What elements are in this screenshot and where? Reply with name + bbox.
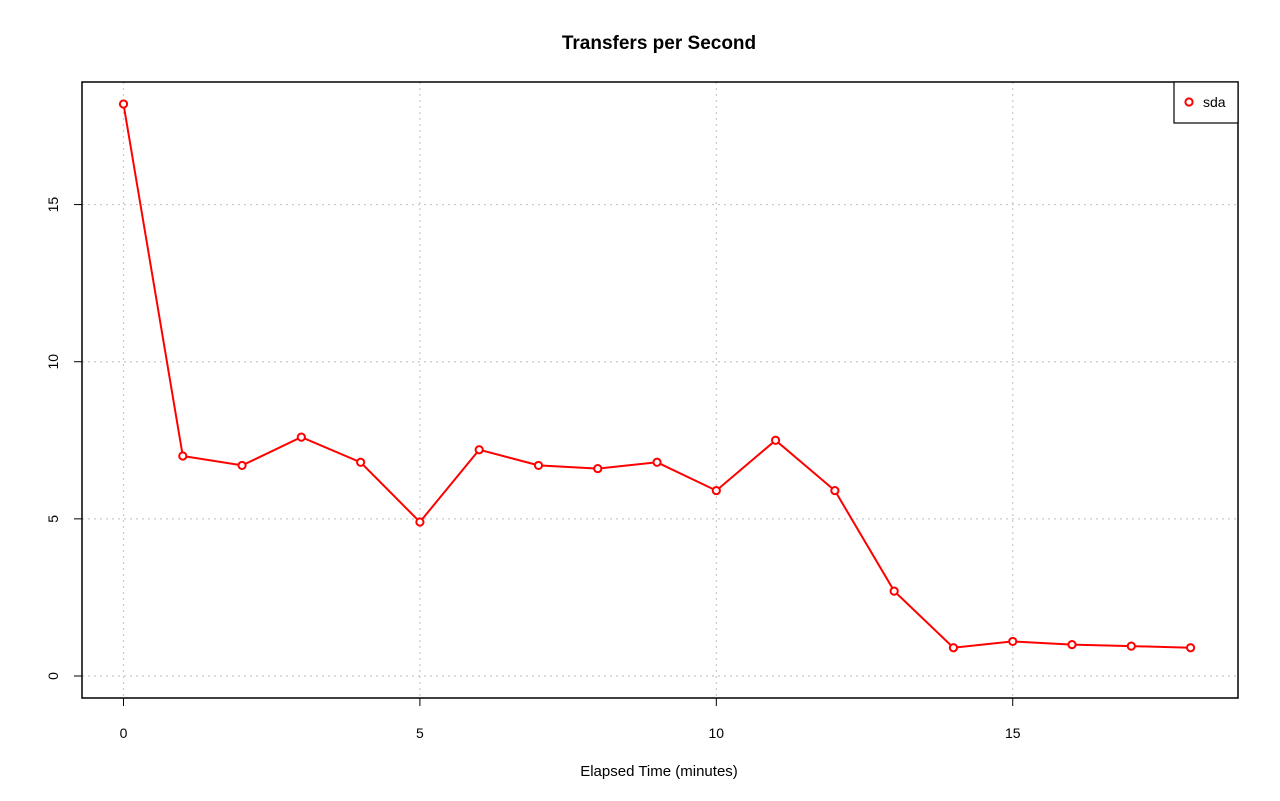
x-axis-label: Elapsed Time (minutes) — [580, 763, 738, 780]
data-point — [771, 435, 781, 445]
data-point — [533, 460, 544, 471]
y-tick-label: 15 — [45, 197, 61, 213]
grid — [82, 82, 1238, 698]
data-point — [711, 485, 721, 496]
data-point — [652, 457, 662, 467]
data-point — [1008, 636, 1018, 647]
x-tick-label: 10 — [709, 725, 725, 741]
legend-label: sda — [1203, 94, 1226, 110]
series-line-sda — [122, 103, 1191, 649]
chart-title: Transfers per Second — [562, 33, 756, 54]
data-point — [415, 517, 425, 527]
y-axis: 0 5 10 15 — [45, 197, 82, 680]
legend: sda — [1173, 81, 1239, 124]
y-tick-label: 0 — [45, 672, 61, 680]
data-point — [1185, 643, 1196, 653]
data-point — [830, 485, 840, 496]
data-point — [1067, 639, 1077, 650]
data-point — [356, 457, 366, 467]
legend-marker — [1184, 97, 1194, 107]
x-tick-label: 5 — [416, 725, 424, 741]
data-point — [237, 460, 247, 471]
y-tick-label: 10 — [45, 354, 61, 370]
plot-border — [81, 81, 1239, 699]
data-point — [118, 99, 129, 109]
x-tick-label: 0 — [120, 725, 128, 741]
series-layer — [118, 99, 1196, 653]
x-tick-label: 15 — [1005, 725, 1021, 741]
data-point — [948, 643, 959, 653]
data-point — [889, 586, 899, 596]
data-point — [593, 463, 603, 474]
x-axis: 0 5 10 15 — [120, 698, 1021, 741]
data-point — [474, 445, 484, 455]
data-point — [296, 432, 306, 442]
y-tick-label: 5 — [45, 515, 61, 523]
data-point — [1126, 641, 1136, 651]
data-point — [178, 451, 188, 461]
